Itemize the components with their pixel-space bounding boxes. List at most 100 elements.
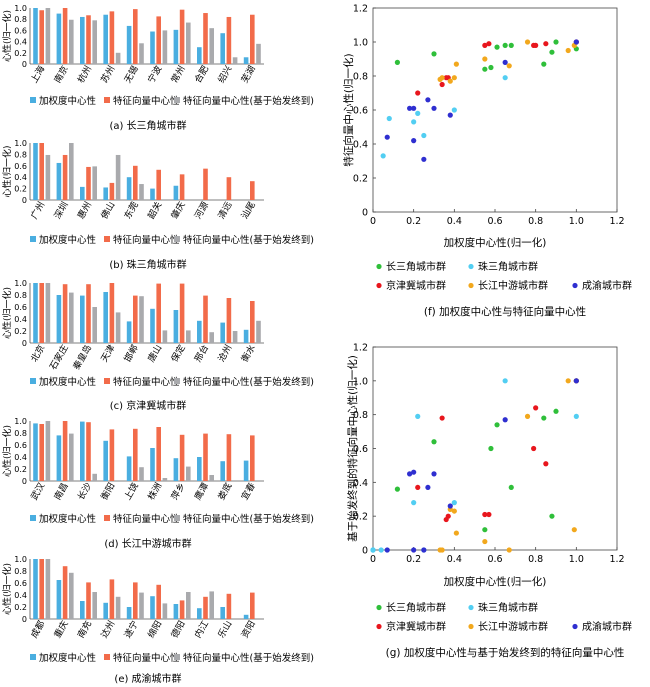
- x-tick-label: 河源: [192, 200, 211, 222]
- x-tick-label: 邯郸: [121, 343, 140, 365]
- point-f-s2-4: [415, 110, 421, 116]
- bar-c-10-1: [243, 329, 249, 343]
- bar-c-5-1: [126, 321, 132, 343]
- y-tick-label: 0.6: [14, 303, 27, 312]
- point-g-s4-9: [565, 378, 571, 384]
- x-tick-label: 0.2: [406, 216, 421, 227]
- bar-a-2-1: [56, 13, 62, 65]
- x-tick-label: 1.2: [609, 554, 624, 565]
- point-g-s1-1: [394, 486, 400, 492]
- y-tick-label: 1.0: [14, 279, 27, 288]
- legend-label: 加权度中心性: [39, 376, 97, 388]
- bar-e-4-3: [115, 596, 121, 619]
- bar-c-9-1: [220, 322, 225, 343]
- y-tick-label: 0: [362, 208, 368, 219]
- bar-b-10-2: [250, 181, 255, 200]
- y-tick-label: 0.8: [14, 150, 27, 159]
- legend-marker: [468, 604, 474, 611]
- x-tick-label: 合肥: [192, 64, 211, 86]
- point-g-s5-10: [573, 378, 579, 384]
- x-tick-label: 德阳: [168, 619, 187, 641]
- point-f-s5-3: [411, 138, 417, 144]
- bar-c-2-3: [69, 292, 74, 343]
- y-tick-label: 0: [22, 196, 27, 205]
- point-f-s1-9: [549, 49, 555, 55]
- legend-label: 特征向量中心性: [113, 513, 180, 525]
- bar-c-3-2: [86, 284, 91, 343]
- legend-swatch: [174, 654, 180, 660]
- y-axis-label: 心性(归一化): [1, 287, 13, 339]
- bar-e-1-3: [45, 559, 51, 619]
- bar-d-3-2: [86, 422, 91, 481]
- bar-e-4-1: [103, 602, 108, 619]
- point-g-s2-9: [502, 378, 508, 384]
- point-f-s5-4: [411, 105, 417, 111]
- bar-a-5-1: [126, 25, 132, 65]
- point-f-s5-1: [384, 134, 390, 140]
- bar-chart-b: 0 0.2 0.4 0.6 0.8 1.0心性(归一化) 广州 深圳 惠州 佛山 东莞 韶关 肇庆 河源清…: [1, 139, 314, 271]
- bar-d-10-1: [243, 460, 249, 481]
- point-g-s2-6: [415, 413, 421, 419]
- point-g-s1-8: [549, 513, 555, 519]
- point-g-s2-8: [451, 500, 457, 506]
- point-f-s4-4: [451, 75, 457, 81]
- x-tick-label: 唐山: [145, 343, 164, 365]
- y-tick-label: 0.6: [14, 579, 27, 588]
- x-tick-label: 沧州: [215, 343, 234, 365]
- bar-b-9-2: [226, 177, 232, 200]
- bar-e-8-3: [209, 591, 214, 619]
- bar-c-10-2: [250, 301, 255, 343]
- point-f-s1-5: [494, 44, 500, 50]
- y-axis-label: 心性(归一化): [1, 10, 13, 62]
- bar-c-6-2: [156, 283, 161, 343]
- y-tick-label: 1.2: [353, 4, 368, 15]
- point-g-s4-6: [482, 538, 488, 545]
- y-tick-label: 0.2: [353, 512, 368, 523]
- x-tick-label: 秦皇岛: [70, 343, 94, 372]
- bar-c-1-2: [39, 283, 44, 343]
- x-tick-label: 石家庄: [47, 343, 71, 372]
- x-tick-label: 0: [370, 216, 376, 227]
- bar-a-6-2: [156, 16, 161, 64]
- bar-a-6-1: [150, 31, 155, 64]
- legend-label: 京津冀城市群: [386, 279, 446, 292]
- legend-swatch: [30, 236, 36, 242]
- y-tick-label: 0: [22, 615, 27, 624]
- legend-swatch: [30, 654, 36, 660]
- point-g-s4-7: [506, 547, 512, 553]
- point-g-s3-1: [415, 484, 421, 491]
- bar-e-6-2: [156, 584, 161, 619]
- bar-legend: 加权度中心性 特征向量中心性 特征向量中心性(基于始发终到): [30, 652, 314, 664]
- y-tick-label: 1.0: [14, 417, 27, 426]
- bar-legend: 加权度中心性 特征向量中心性 特征向量中心性(基于始发终到): [30, 95, 314, 107]
- x-tick-label: 1.0: [569, 554, 584, 565]
- bar-a-10-3: [256, 43, 261, 64]
- bar-e-8-1: [197, 608, 202, 619]
- scatter-chart-f: 0 0.2 0.4 0.6 0.8 1.0 1.2 0 0.2 0.4 0.6 0.8 1.0 1.2 加权…: [342, 4, 632, 319]
- bar-b-5-1: [126, 177, 132, 200]
- point-g-s1-5: [494, 422, 500, 428]
- bar-a-5-2: [133, 9, 138, 65]
- legend-label: 特征向量中心性: [113, 652, 180, 664]
- bar-b-6-2: [156, 169, 161, 200]
- bar-c-4-3: [115, 312, 121, 343]
- bar-d-5-2: [133, 428, 138, 481]
- y-tick-label: 1.2: [353, 343, 368, 354]
- point-g-s1-6: [508, 484, 514, 491]
- bar-c-9-2: [226, 298, 232, 343]
- point-g-s2-5: [411, 500, 417, 506]
- point-f-s1-7: [508, 42, 514, 49]
- point-g-s4-8: [524, 413, 531, 419]
- legend-swatch: [174, 236, 180, 242]
- x-tick-label: 0.2: [406, 554, 421, 565]
- y-tick-label: 0: [22, 60, 27, 69]
- point-f-s3-9: [543, 41, 549, 47]
- bar-e-2-1: [56, 580, 62, 619]
- legend-swatch: [104, 515, 110, 521]
- bar-a-6-3: [162, 30, 168, 64]
- point-f-s2-2: [386, 115, 392, 122]
- x-tick-label: 鹰潭: [192, 481, 211, 503]
- y-tick-label: 1.0: [353, 38, 368, 49]
- bar-b-1-2: [39, 143, 44, 200]
